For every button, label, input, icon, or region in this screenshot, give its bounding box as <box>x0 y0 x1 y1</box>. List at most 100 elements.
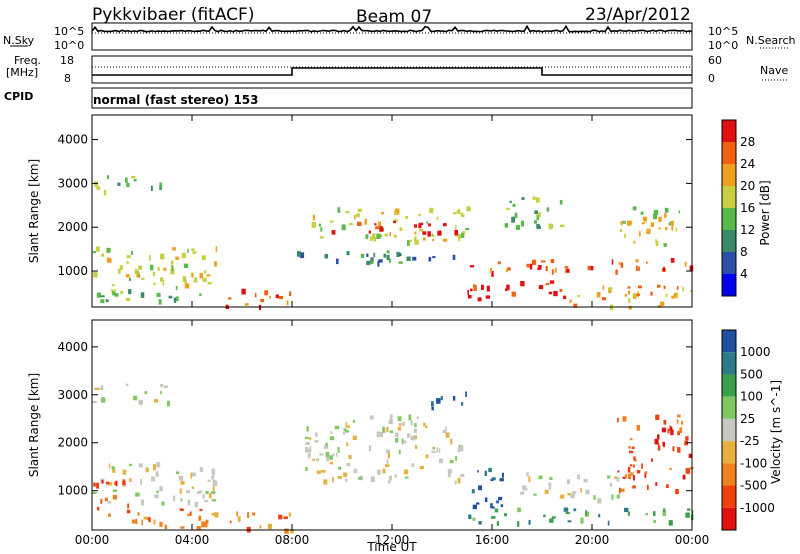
data-cell <box>178 475 184 481</box>
data-cell <box>129 277 132 281</box>
data-cell <box>670 429 674 436</box>
colorbar-tick-label: 8 <box>740 245 748 259</box>
data-cell <box>194 502 198 508</box>
data-cell <box>657 445 661 451</box>
data-cell <box>399 227 403 231</box>
data-cell <box>635 265 638 271</box>
data-cell <box>658 227 661 230</box>
data-cell <box>101 253 104 257</box>
data-cell <box>264 290 269 296</box>
data-cell <box>389 258 391 263</box>
data-cell <box>454 480 457 485</box>
data-cell <box>506 207 510 210</box>
data-cell <box>461 445 464 451</box>
data-cell <box>657 442 660 447</box>
data-cell <box>413 428 417 433</box>
data-cell <box>533 220 537 224</box>
data-cell <box>682 287 684 292</box>
data-cell <box>668 520 673 526</box>
data-cell <box>343 428 347 431</box>
data-cell <box>126 255 131 259</box>
data-cell <box>386 426 389 433</box>
data-cell <box>156 462 161 468</box>
data-cell <box>514 212 518 219</box>
data-cell <box>590 266 594 271</box>
data-cell <box>414 224 417 228</box>
data-cell <box>429 207 434 214</box>
data-cell <box>676 285 679 290</box>
data-cell <box>202 494 205 499</box>
data-cell <box>111 466 115 470</box>
data-cell <box>108 463 111 469</box>
colorbar-frame <box>721 119 737 297</box>
data-cell <box>100 295 105 298</box>
data-cell <box>146 516 150 521</box>
data-cell <box>538 265 542 270</box>
data-cell <box>288 512 291 517</box>
data-cell <box>414 236 417 241</box>
data-cell <box>636 424 640 431</box>
data-cell <box>607 520 610 526</box>
data-cell <box>461 214 465 217</box>
data-cell <box>156 292 161 297</box>
colorbar-swatch <box>722 507 736 530</box>
data-cell <box>170 260 174 265</box>
data-cell <box>664 213 667 218</box>
data-cell <box>602 285 605 291</box>
data-cell <box>596 292 601 298</box>
data-cell <box>196 526 201 531</box>
colorbar-swatch <box>722 274 736 296</box>
data-cell <box>338 466 342 470</box>
data-cell <box>431 450 436 454</box>
data-cell <box>329 436 335 441</box>
y-tick-label: 2000 <box>57 436 88 450</box>
colorbar-swatch <box>722 441 736 464</box>
data-cell <box>494 508 499 513</box>
data-cell <box>460 473 465 477</box>
data-cell <box>543 514 546 518</box>
data-cell <box>214 512 219 518</box>
data-cell <box>126 261 129 264</box>
data-cell <box>609 482 613 487</box>
data-cell <box>672 446 675 452</box>
data-cell <box>407 433 411 436</box>
data-cell <box>414 231 417 235</box>
data-cell <box>349 222 353 226</box>
data-cell <box>472 517 476 521</box>
data-cell <box>387 480 391 484</box>
freq-frame <box>91 55 693 84</box>
data-cell <box>96 292 102 298</box>
data-cell <box>467 289 469 296</box>
data-cell <box>331 230 336 235</box>
velocity-y-axis: 1000 2000 3000 4000 <box>57 340 692 498</box>
data-cell <box>438 448 441 453</box>
data-cell <box>457 477 461 484</box>
data-cell <box>332 477 334 483</box>
colorbar-swatch <box>722 485 736 508</box>
x-tick-label: 00:00 <box>75 533 110 547</box>
data-cell <box>465 227 470 231</box>
cpid-panel: normal (fast stereo) 153 <box>91 87 693 109</box>
colorbar-swatch <box>722 374 736 397</box>
data-cell <box>498 496 503 501</box>
data-cell <box>212 485 215 492</box>
data-cell <box>335 452 338 457</box>
data-cell <box>616 476 620 482</box>
data-cell <box>135 518 138 524</box>
data-cell <box>473 284 476 287</box>
data-cell <box>663 243 667 247</box>
data-cell <box>122 483 127 487</box>
data-cell <box>381 212 385 215</box>
colorbar-swatch <box>722 186 736 208</box>
data-cell <box>418 213 421 217</box>
data-cell <box>632 206 637 211</box>
data-cell <box>398 449 401 455</box>
data-cell <box>117 182 121 186</box>
data-cell <box>336 258 339 265</box>
data-cell <box>467 295 472 299</box>
nsky-tick-bottom: 10^0 <box>54 39 84 52</box>
data-cell <box>633 464 635 468</box>
data-cell <box>627 466 631 473</box>
data-cell <box>423 422 426 427</box>
data-cell <box>360 253 365 258</box>
